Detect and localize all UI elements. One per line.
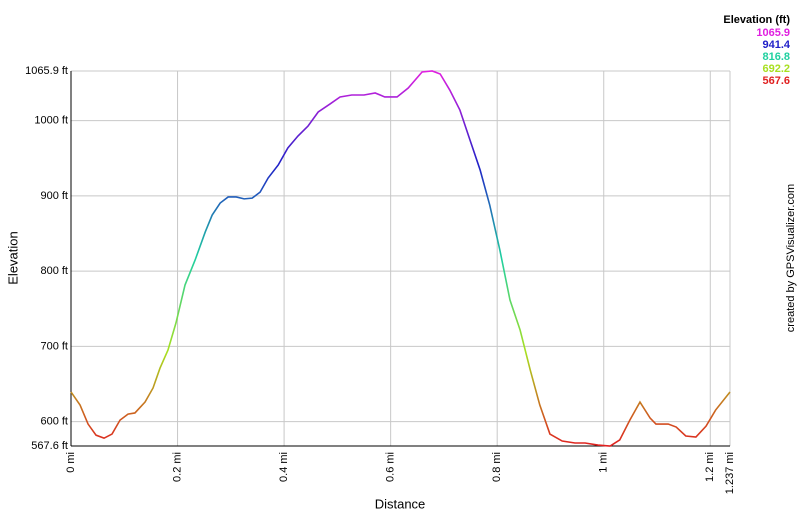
y-tick-label: 800 ft — [40, 265, 68, 277]
y-tick-label: 567.6 ft — [31, 440, 68, 452]
y-tick-label: 700 ft — [40, 340, 68, 352]
x-tick-label: 0.2 mi — [171, 452, 183, 482]
y-axis-title: Elevation — [5, 231, 20, 284]
x-tick-label: 0 mi — [65, 452, 77, 473]
legend-value: 941.4 — [762, 39, 790, 51]
credit: created by GPSVisualizer.com — [785, 184, 797, 332]
legend-value: 1065.9 — [756, 27, 790, 39]
elevation-line — [70, 70, 731, 447]
legend-value: 567.6 — [762, 75, 790, 87]
legend-value: 692.2 — [762, 63, 790, 75]
x-tick-label: 0.6 mi — [385, 452, 397, 482]
x-tick-label: 1 mi — [598, 452, 610, 473]
y-tick-label: 1000 ft — [34, 114, 68, 126]
x-tick-label: 0.8 mi — [491, 452, 503, 482]
y-tick-label: 900 ft — [40, 190, 68, 202]
y-tick-label: 600 ft — [40, 416, 68, 428]
x-tick-label: 1.237 mi — [724, 452, 736, 494]
x-tick-label: 0.4 mi — [278, 452, 290, 482]
x-axis-title: Distance — [375, 496, 426, 511]
legend-title: Elevation (ft) — [723, 14, 790, 26]
legend-value: 816.8 — [762, 51, 790, 63]
y-tick-label: 1065.9 ft — [25, 65, 68, 77]
x-tick-label: 1.2 mi — [704, 452, 716, 482]
